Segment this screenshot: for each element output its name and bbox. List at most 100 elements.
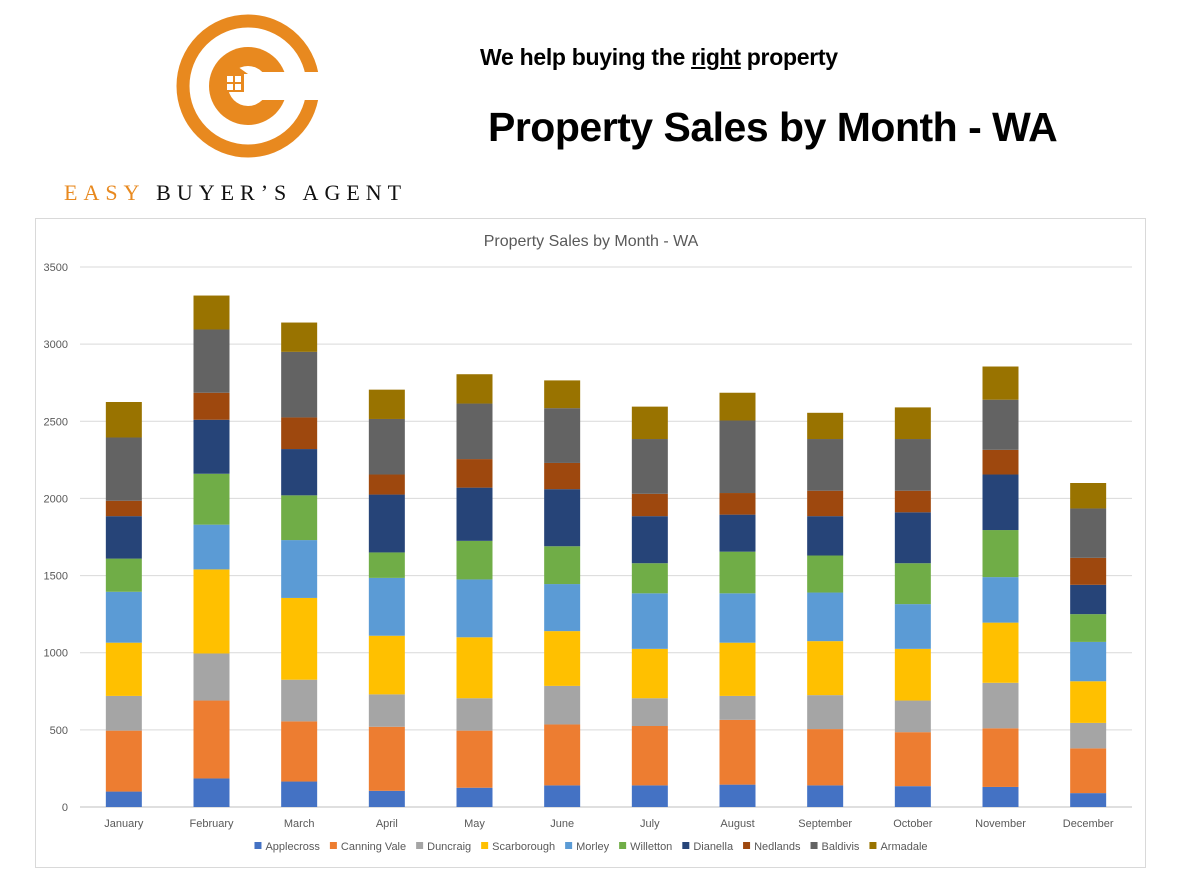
bar-segment xyxy=(544,408,581,463)
legend-label: Duncraig xyxy=(427,841,471,853)
bar-segment xyxy=(894,407,931,440)
bar-segment xyxy=(105,516,142,559)
bar-segment xyxy=(281,417,318,450)
bar-segment xyxy=(368,635,405,695)
bar-segment xyxy=(719,551,756,594)
bar-segment xyxy=(456,374,493,404)
bar-segment xyxy=(982,728,1019,787)
bar-segment xyxy=(631,698,668,726)
bar-segment xyxy=(894,439,931,491)
bar-segment xyxy=(1070,793,1107,807)
bar-segment xyxy=(807,695,844,730)
x-tick-label: July xyxy=(640,818,660,830)
legend-swatch xyxy=(743,842,751,849)
bar-segment xyxy=(1070,584,1107,615)
bar-segment xyxy=(807,729,844,786)
x-tick-label: November xyxy=(975,818,1026,830)
bar-segment xyxy=(368,389,405,419)
bar-segment xyxy=(544,546,581,585)
x-tick-label: September xyxy=(798,818,852,830)
y-tick-label: 1000 xyxy=(44,648,68,660)
y-tick-label: 3000 xyxy=(44,339,68,351)
legend-label: Morley xyxy=(576,841,610,853)
bar-segment xyxy=(456,487,493,541)
bar-segment xyxy=(719,493,756,515)
bar-segment xyxy=(982,474,1019,531)
bar-segment xyxy=(894,732,931,787)
company-logo: EASY BUYER’S AGENT xyxy=(60,12,440,212)
stacked-bar-chart: Property Sales by Month - WA 0 500 1000 1500… xyxy=(44,233,1132,853)
y-tick-label: 3500 xyxy=(44,262,68,274)
bar-segment xyxy=(193,329,230,393)
bar-segment xyxy=(193,473,230,525)
bar-segment xyxy=(105,558,142,592)
legend-swatch xyxy=(565,842,573,849)
bar-segment xyxy=(368,418,405,475)
bar-segment xyxy=(719,784,756,807)
x-tick-label: April xyxy=(376,818,398,830)
bar-segment xyxy=(281,597,318,680)
x-tick-label: August xyxy=(720,818,754,830)
x-tick-label: December xyxy=(1063,818,1114,830)
bar-segment xyxy=(807,516,844,556)
bar-segment xyxy=(368,694,405,727)
bar-segment xyxy=(281,351,318,418)
bar-segment xyxy=(456,637,493,699)
bar-segment xyxy=(719,719,756,785)
bar-segment xyxy=(1070,557,1107,585)
bar-segment xyxy=(544,462,581,490)
legend-swatch xyxy=(254,842,262,849)
brand-buyers-agent: BUYER’S AGENT xyxy=(156,180,408,205)
tagline-start: We help buying the xyxy=(480,44,692,70)
bar-segment xyxy=(1070,483,1107,509)
legend-swatch xyxy=(481,842,489,849)
bar-segment xyxy=(807,592,844,642)
legend-label: Dianella xyxy=(693,841,734,853)
bar-segment xyxy=(456,540,493,580)
bar-segment xyxy=(807,412,844,440)
bar-segment xyxy=(982,622,1019,683)
bar-segment xyxy=(456,787,493,807)
bar-segment xyxy=(719,695,756,720)
bar-segment xyxy=(193,778,230,807)
bar-segment xyxy=(544,685,581,725)
bar-segment xyxy=(1070,748,1107,794)
legend-label: Nedlands xyxy=(754,841,801,853)
bar-segment xyxy=(894,512,931,564)
bar-segment xyxy=(193,700,230,779)
bar-segment xyxy=(544,631,581,686)
bar-segment xyxy=(193,392,230,420)
bar-segment xyxy=(982,786,1019,807)
page-title: Property Sales by Month - WA xyxy=(488,104,1058,150)
legend-swatch xyxy=(682,842,690,849)
bar-segment xyxy=(631,493,668,517)
bar-segment xyxy=(456,698,493,731)
bar-segment xyxy=(456,579,493,638)
bar-segment xyxy=(982,530,1019,578)
bar-segment xyxy=(544,785,581,807)
legend-swatch xyxy=(329,842,337,849)
bar-segment xyxy=(193,653,230,701)
bar-segment xyxy=(368,577,405,636)
bar-segment xyxy=(719,642,756,696)
bar-segment xyxy=(894,700,931,733)
bar-segment xyxy=(894,563,931,605)
bar-segment xyxy=(807,641,844,696)
bar-segment xyxy=(719,514,756,552)
bar-segment xyxy=(544,584,581,632)
bar-segment xyxy=(807,555,844,593)
bar-segment xyxy=(193,419,230,474)
bar-segment xyxy=(894,490,931,513)
bar-segment xyxy=(631,406,668,440)
bar-segment xyxy=(368,726,405,791)
bar-segment xyxy=(105,695,142,731)
bar-segment xyxy=(544,489,581,547)
bar-segment xyxy=(281,679,318,722)
bar-segment xyxy=(281,495,318,541)
bar-segment xyxy=(631,726,668,786)
tagline: We help buying the right property xyxy=(480,44,838,71)
bar-segment xyxy=(807,439,844,491)
bar-segment xyxy=(105,791,142,807)
legend-label: Baldivis xyxy=(822,841,860,853)
y-tick-label: 2000 xyxy=(44,493,68,505)
